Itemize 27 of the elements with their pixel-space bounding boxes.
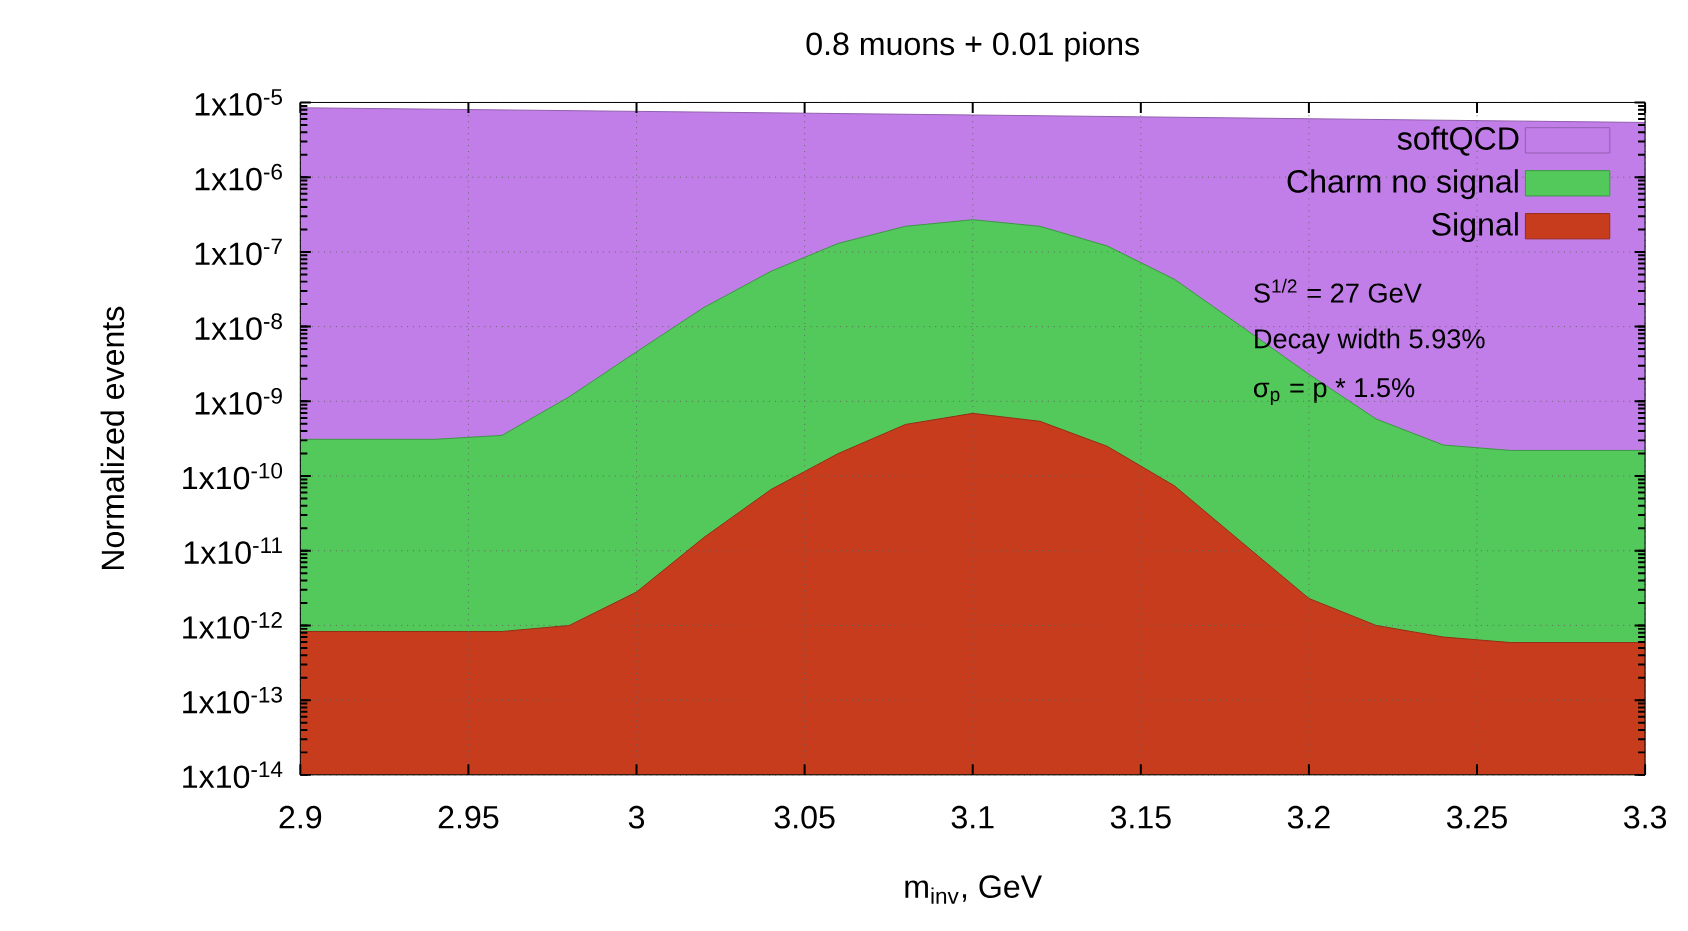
legend-label: Signal — [1432, 212, 1518, 243]
x-tick-label: 3.25 — [1446, 805, 1507, 829]
y-tick-label: 1x10$^{-7}$ — [195, 238, 282, 266]
y-tick-label: 1x10$^{-14}$ — [183, 761, 283, 789]
y-tick-label: 1x10$^{-8}$ — [195, 313, 282, 340]
y-tick-label: 1x10$^{-9}$ — [195, 387, 282, 415]
x-tick-label: 3 — [628, 805, 645, 829]
x-tick-label: 3.2 — [1287, 805, 1330, 829]
y-tick-label: 1x10$^{-6}$ — [195, 163, 282, 191]
legend-label: softQCD — [1397, 126, 1519, 156]
x-tick-label: 3.3 — [1624, 805, 1667, 829]
legend-label: Charm no signal — [1287, 169, 1518, 200]
y-tick-label: 1x10$^{-11}$ — [184, 537, 282, 565]
y-tick-label: 1x10$^{-12}$ — [183, 612, 282, 639]
x-tick-label: 2.9 — [279, 805, 322, 829]
x-tick-label: 3.1 — [951, 805, 994, 829]
y-tick-label: 1x10$^{-5}$ — [195, 89, 282, 116]
x-tick-label: 3.05 — [774, 805, 835, 829]
annotation: S$^{1/2}$ = 27 GeV — [1254, 278, 1422, 303]
x-axis-title: m$_{inv}$, GeV — [905, 875, 1042, 904]
y-tick-label: 1x10$^{-10}$ — [183, 462, 283, 490]
y-tick-label: 1x10$^{-13}$ — [183, 686, 282, 714]
annotation: σ$_{p}$ = p * 1.5% — [1254, 378, 1415, 406]
x-tick-label: 2.95 — [438, 805, 499, 829]
chart-title: 0.8 muons + 0.01 pions — [806, 31, 1139, 62]
y-axis-title: Normalized events — [100, 306, 125, 570]
x-tick-label: 3.15 — [1110, 805, 1171, 829]
